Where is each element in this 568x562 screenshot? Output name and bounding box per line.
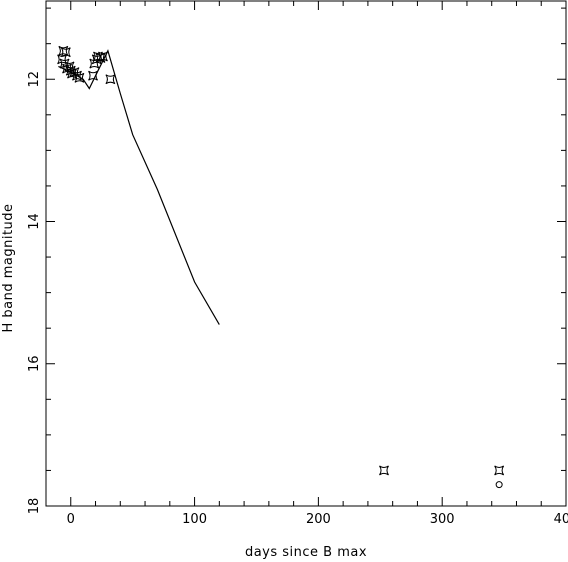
model-curve-line [58, 49, 220, 325]
y-axis-label: H band magnitude [1, 203, 16, 332]
data-point-square [494, 465, 505, 476]
plot-frame [45, 0, 567, 507]
data-point-square [105, 74, 116, 85]
data-point-square [95, 52, 106, 63]
data-point-square [88, 70, 98, 81]
data-point-square [72, 70, 82, 81]
x-tick-label: 0 [67, 512, 75, 527]
x-tick-label: 300 [430, 512, 455, 527]
y-axis: 12 14 16 18 [27, 7, 566, 515]
data-point-square [58, 45, 69, 56]
data-point-square [57, 54, 68, 65]
data-point-square [60, 47, 71, 58]
y-tick-label: 18 [27, 498, 42, 515]
data-point-square [379, 465, 389, 476]
x-tick-label: 200 [306, 512, 331, 527]
data-point-circle [495, 481, 503, 489]
y-tick-label: 16 [27, 355, 42, 372]
x-tick-label: 100 [182, 512, 207, 527]
data-point-square [59, 58, 70, 69]
y-tick-label: 14 [27, 213, 42, 230]
y-tick-label: 12 [27, 71, 42, 88]
x-tick-label: 400 [554, 512, 568, 527]
x-axis: 0 100 200 300 400 [45, 1, 568, 527]
data-point-square [98, 51, 108, 62]
plot-area [57, 45, 505, 489]
x-axis-label: days since B max [245, 545, 367, 560]
data-point-square [74, 72, 85, 83]
